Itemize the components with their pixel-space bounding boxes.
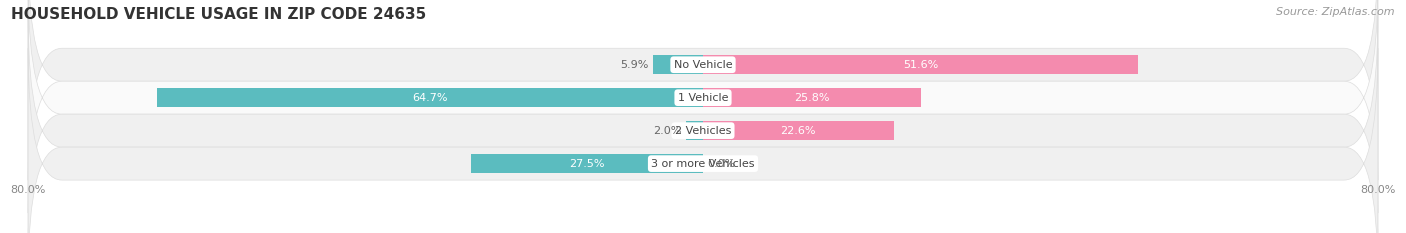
Bar — [703, 121, 894, 140]
Bar — [703, 55, 1139, 74]
Text: 2 Vehicles: 2 Vehicles — [675, 126, 731, 136]
FancyBboxPatch shape — [28, 0, 1378, 180]
Text: No Vehicle: No Vehicle — [673, 60, 733, 70]
Bar — [654, 55, 703, 74]
Bar — [686, 121, 703, 140]
Bar — [471, 154, 703, 173]
Text: 27.5%: 27.5% — [569, 159, 605, 169]
Legend: Owner-occupied, Renter-occupied: Owner-occupied, Renter-occupied — [582, 231, 824, 233]
Text: 64.7%: 64.7% — [412, 93, 449, 103]
FancyBboxPatch shape — [28, 15, 1378, 233]
FancyBboxPatch shape — [28, 48, 1378, 233]
Bar — [703, 88, 921, 107]
Text: 1 Vehicle: 1 Vehicle — [678, 93, 728, 103]
Bar — [157, 88, 703, 107]
Text: Source: ZipAtlas.com: Source: ZipAtlas.com — [1277, 7, 1395, 17]
Text: 22.6%: 22.6% — [780, 126, 815, 136]
FancyBboxPatch shape — [28, 0, 1378, 213]
Text: 0.0%: 0.0% — [707, 159, 735, 169]
Text: 5.9%: 5.9% — [620, 60, 650, 70]
Text: 51.6%: 51.6% — [903, 60, 938, 70]
Text: 25.8%: 25.8% — [794, 93, 830, 103]
Text: 2.0%: 2.0% — [654, 126, 682, 136]
Text: 3 or more Vehicles: 3 or more Vehicles — [651, 159, 755, 169]
Text: HOUSEHOLD VEHICLE USAGE IN ZIP CODE 24635: HOUSEHOLD VEHICLE USAGE IN ZIP CODE 2463… — [11, 7, 426, 22]
